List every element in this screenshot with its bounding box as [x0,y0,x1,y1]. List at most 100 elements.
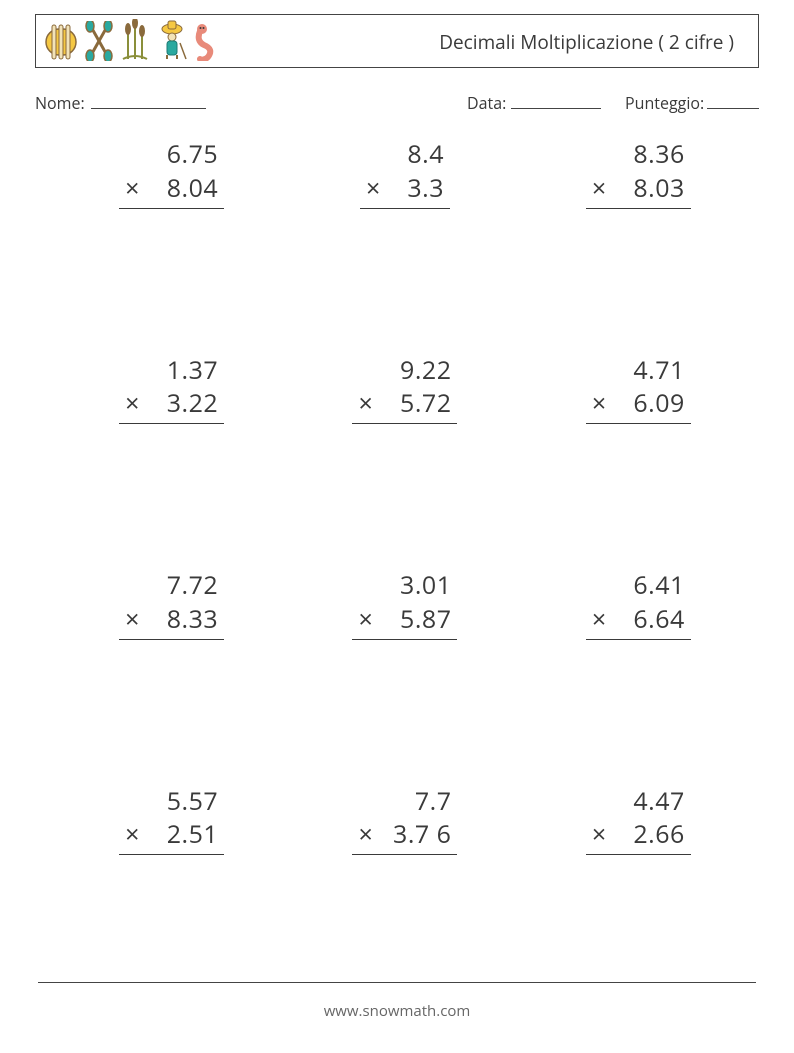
operator-symbol: × [592,172,610,206]
multiplication-stack: ×7.72×8.33 [119,569,224,640]
operator-symbol: × [366,172,384,206]
operator-symbol: × [125,172,143,206]
problems-grid: ×6.75×8.04×8.4×3.3×8.36×8.03×1.37×3.22×9… [55,138,755,855]
multiplier-row: ×6.09 [586,387,691,421]
operator-symbol: × [358,387,376,421]
multiplicand: 8.36 [610,138,685,172]
multiplier: 5.87 [376,603,451,637]
multiplier: 6.09 [610,387,685,421]
multiplicand-row: ×6.41 [586,569,691,603]
multiplier-row: ×3.7 6 [352,818,457,852]
answer-rule [586,423,691,424]
problem: ×1.37×3.22 [55,354,288,425]
worm-icon [194,21,224,61]
multiplicand-row: ×7.72 [119,569,224,603]
answer-rule [586,639,691,640]
operator-symbol: × [125,603,143,637]
name-blank-line[interactable] [91,108,206,109]
answer-rule [360,208,450,209]
operator-symbol: × [592,387,610,421]
multiplicand: 9.22 [376,354,451,388]
problem: ×9.22×5.72 [288,354,521,425]
multiplier: 8.03 [610,172,685,206]
answer-rule [119,423,224,424]
answer-rule [586,854,691,855]
answer-rule [119,208,224,209]
multiplier-row: ×8.33 [119,603,224,637]
problem: ×4.47×2.66 [522,785,755,856]
multiplicand-row: ×8.36 [586,138,691,172]
header-box: Decimali Moltiplicazione ( 2 cifre ) [35,14,759,68]
multiplier: 3.3 [384,172,444,206]
multiplicand-row: ×1.37 [119,354,224,388]
multiplier: 3.7 6 [376,818,451,852]
multiplier-row: ×2.51 [119,818,224,852]
multiplication-stack: ×6.75×8.04 [119,138,224,209]
multiplicand-row: ×3.01 [352,569,457,603]
problem: ×6.75×8.04 [55,138,288,209]
multiplicand-row: ×9.22 [352,354,457,388]
multiplier-row: ×2.66 [586,818,691,852]
multiplication-stack: ×3.01×5.87 [352,569,457,640]
multiplier-row: ×5.72 [352,387,457,421]
problem: ×4.71×6.09 [522,354,755,425]
multiplicand: 7.72 [143,569,218,603]
raft-icon [44,21,78,61]
problem: ×7.72×8.33 [55,569,288,640]
multiplicand-row: ×8.4 [360,138,450,172]
date-label: Data: [467,92,506,114]
problem: ×7.7×3.7 6 [288,785,521,856]
multiplicand: 6.41 [610,569,685,603]
multiplication-stack: ×4.71×6.09 [586,354,691,425]
multiplier: 6.64 [610,603,685,637]
footer-rule [38,982,756,983]
answer-rule [119,854,224,855]
multiplier: 8.33 [143,603,218,637]
multiplicand-row: ×6.75 [119,138,224,172]
multiplier-row: ×3.22 [119,387,224,421]
problem: ×3.01×5.87 [288,569,521,640]
score-blank-line[interactable] [707,108,759,109]
multiplier: 8.04 [143,172,218,206]
score-label: Punteggio: [625,92,704,114]
paddles-icon [84,21,114,61]
answer-rule [119,639,224,640]
multiplicand: 4.47 [610,785,685,819]
multiplicand: 4.71 [610,354,685,388]
multiplier-row: ×8.04 [119,172,224,206]
problem: ×8.4×3.3 [288,138,521,209]
operator-symbol: × [125,818,143,852]
multiplication-stack: ×7.7×3.7 6 [352,785,457,856]
multiplication-stack: ×5.57×2.51 [119,785,224,856]
multiplicand: 7.7 [376,785,451,819]
problem: ×6.41×6.64 [522,569,755,640]
operator-symbol: × [125,387,143,421]
multiplier-row: ×6.64 [586,603,691,637]
multiplication-stack: ×6.41×6.64 [586,569,691,640]
multiplier-row: ×3.3 [360,172,450,206]
multiplier: 5.72 [376,387,451,421]
problem: ×8.36×8.03 [522,138,755,209]
multiplication-stack: ×9.22×5.72 [352,354,457,425]
multiplicand-row: ×4.47 [586,785,691,819]
answer-rule [352,854,457,855]
operator-symbol: × [592,818,610,852]
multiplier-row: ×5.87 [352,603,457,637]
worksheet-page: Decimali Moltiplicazione ( 2 cifre ) Nom… [0,0,794,1053]
multiplication-stack: ×8.4×3.3 [360,138,450,209]
answer-rule [352,423,457,424]
multiplicand: 6.75 [143,138,218,172]
multiplier: 3.22 [143,387,218,421]
answer-rule [586,208,691,209]
fisherman-icon [156,19,188,61]
operator-symbol: × [358,818,376,852]
reeds-icon [120,19,150,61]
multiplicand-row: ×7.7 [352,785,457,819]
multiplication-stack: ×4.47×2.66 [586,785,691,856]
multiplicand-row: ×5.57 [119,785,224,819]
problem: ×5.57×2.51 [55,785,288,856]
date-blank-line[interactable] [511,108,601,109]
operator-symbol: × [358,603,376,637]
multiplicand: 8.4 [384,138,444,172]
multiplier: 2.51 [143,818,218,852]
